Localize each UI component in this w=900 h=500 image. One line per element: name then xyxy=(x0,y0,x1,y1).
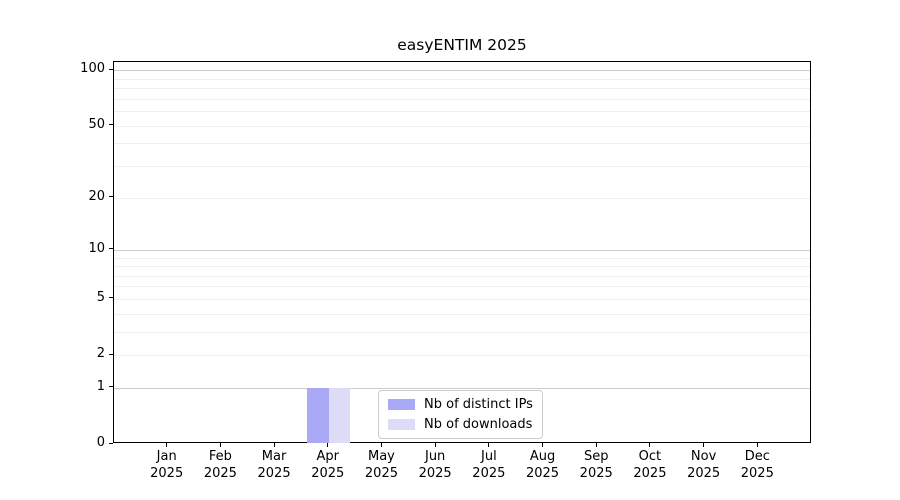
x-tick-label-jun: Jun 2025 xyxy=(403,449,467,482)
x-tick-month: Dec xyxy=(744,449,770,464)
x-tick-label-feb: Feb 2025 xyxy=(188,449,252,482)
x-tickmark xyxy=(327,443,329,447)
x-tick-year: 2025 xyxy=(633,465,667,481)
x-tick-label-aug: Aug 2025 xyxy=(511,449,575,482)
x-tick-year: 2025 xyxy=(203,465,237,481)
x-tick-year: 2025 xyxy=(687,465,721,481)
x-tickmark xyxy=(380,443,382,447)
legend-label-distinct-ips: Nb of distinct IPs xyxy=(424,397,533,412)
x-tick-label-oct: Oct 2025 xyxy=(618,449,682,482)
x-tick-month: Nov xyxy=(690,449,717,464)
y-tick-label-20: 20 xyxy=(88,188,105,204)
gridline-minor xyxy=(114,257,810,259)
gridline-minor xyxy=(114,143,810,145)
gridline-major xyxy=(114,249,810,251)
y-tick-label-5: 5 xyxy=(96,289,105,305)
x-tick-month: Sep xyxy=(583,449,609,464)
x-tick-year: 2025 xyxy=(472,465,506,481)
y-tick-label-2: 2 xyxy=(96,346,105,362)
y-tick-label-50: 50 xyxy=(88,116,105,132)
gridline-minor xyxy=(114,275,810,277)
x-tick-label-sep: Sep 2025 xyxy=(564,449,628,482)
x-tickmark xyxy=(649,443,651,447)
chart-title: easyENTIM 2025 xyxy=(397,36,527,54)
bar-apr-series0 xyxy=(307,387,329,443)
legend: Nb of distinct IPs Nb of downloads xyxy=(378,390,543,439)
y-tickmark xyxy=(109,442,113,444)
y-tickmark xyxy=(109,248,113,250)
gridline-minor xyxy=(114,125,810,127)
y-tickmark xyxy=(109,386,113,388)
x-tick-year: 2025 xyxy=(418,465,452,481)
gridline-minor xyxy=(114,78,810,80)
legend-item-distinct-ips: Nb of distinct IPs xyxy=(388,396,533,413)
gridline-minor xyxy=(114,88,810,90)
y-tick-label-100: 100 xyxy=(80,61,105,77)
x-tick-year: 2025 xyxy=(311,465,345,481)
x-tick-month: Oct xyxy=(638,449,662,464)
plot-area xyxy=(113,61,811,443)
gridline-major xyxy=(114,387,810,389)
gridline-minor xyxy=(114,197,810,199)
x-tick-month: Jul xyxy=(481,449,497,464)
x-tick-label-apr: Apr 2025 xyxy=(296,449,360,482)
legend-swatch-downloads xyxy=(388,419,415,430)
gridline-minor xyxy=(114,298,810,300)
x-tick-label-jul: Jul 2025 xyxy=(457,449,521,482)
y-tickmark xyxy=(109,124,113,126)
legend-item-downloads: Nb of downloads xyxy=(388,416,533,433)
y-tickmark xyxy=(109,68,113,70)
gridline-minor xyxy=(114,355,810,357)
x-tick-month: Aug xyxy=(529,449,556,464)
x-tick-year: 2025 xyxy=(257,465,291,481)
x-tickmark xyxy=(273,443,275,447)
x-tick-year: 2025 xyxy=(364,465,398,481)
x-tick-month: Jan xyxy=(156,449,177,464)
x-tick-month: Jun xyxy=(424,449,446,464)
x-tick-year: 2025 xyxy=(579,465,613,481)
bar-apr-series1 xyxy=(328,387,351,443)
x-tick-month: Feb xyxy=(208,449,232,464)
gridline-minor xyxy=(114,313,810,315)
x-tick-label-dec: Dec 2025 xyxy=(725,449,789,482)
y-tickmark xyxy=(109,353,113,355)
x-tick-month: Apr xyxy=(316,449,340,464)
x-tickmark xyxy=(756,443,758,447)
gridline-minor xyxy=(114,111,810,113)
y-tick-label-1: 1 xyxy=(96,378,105,394)
gridline-minor xyxy=(114,165,810,167)
x-tickmark xyxy=(703,443,705,447)
gridline-major xyxy=(114,70,810,72)
x-tickmark xyxy=(219,443,221,447)
y-tick-label-0: 0 xyxy=(96,435,105,450)
x-tick-year: 2025 xyxy=(740,465,774,481)
gridline-minor xyxy=(114,331,810,333)
gridline-minor xyxy=(114,266,810,268)
y-tickmark xyxy=(109,196,113,198)
x-tickmark xyxy=(488,443,490,447)
y-tick-label-10: 10 xyxy=(88,240,105,256)
x-tick-label-mar: Mar 2025 xyxy=(242,449,306,482)
legend-label-downloads: Nb of downloads xyxy=(424,417,533,432)
x-tick-label-may: May 2025 xyxy=(349,449,413,482)
x-tick-label-nov: Nov 2025 xyxy=(672,449,736,482)
gridline-minor xyxy=(114,286,810,288)
x-tickmark xyxy=(595,443,597,447)
x-tickmark xyxy=(434,443,436,447)
x-tickmark xyxy=(166,443,168,447)
x-tick-month: May xyxy=(368,449,395,464)
legend-swatch-distinct-ips xyxy=(388,399,415,410)
y-tickmark xyxy=(109,297,113,299)
x-tickmark xyxy=(542,443,544,447)
x-tick-year: 2025 xyxy=(525,465,560,481)
gridline-minor xyxy=(114,98,810,100)
x-tick-year: 2025 xyxy=(150,465,184,481)
x-tick-month: Mar xyxy=(261,449,287,464)
x-tick-label-jan: Jan 2025 xyxy=(135,449,199,482)
